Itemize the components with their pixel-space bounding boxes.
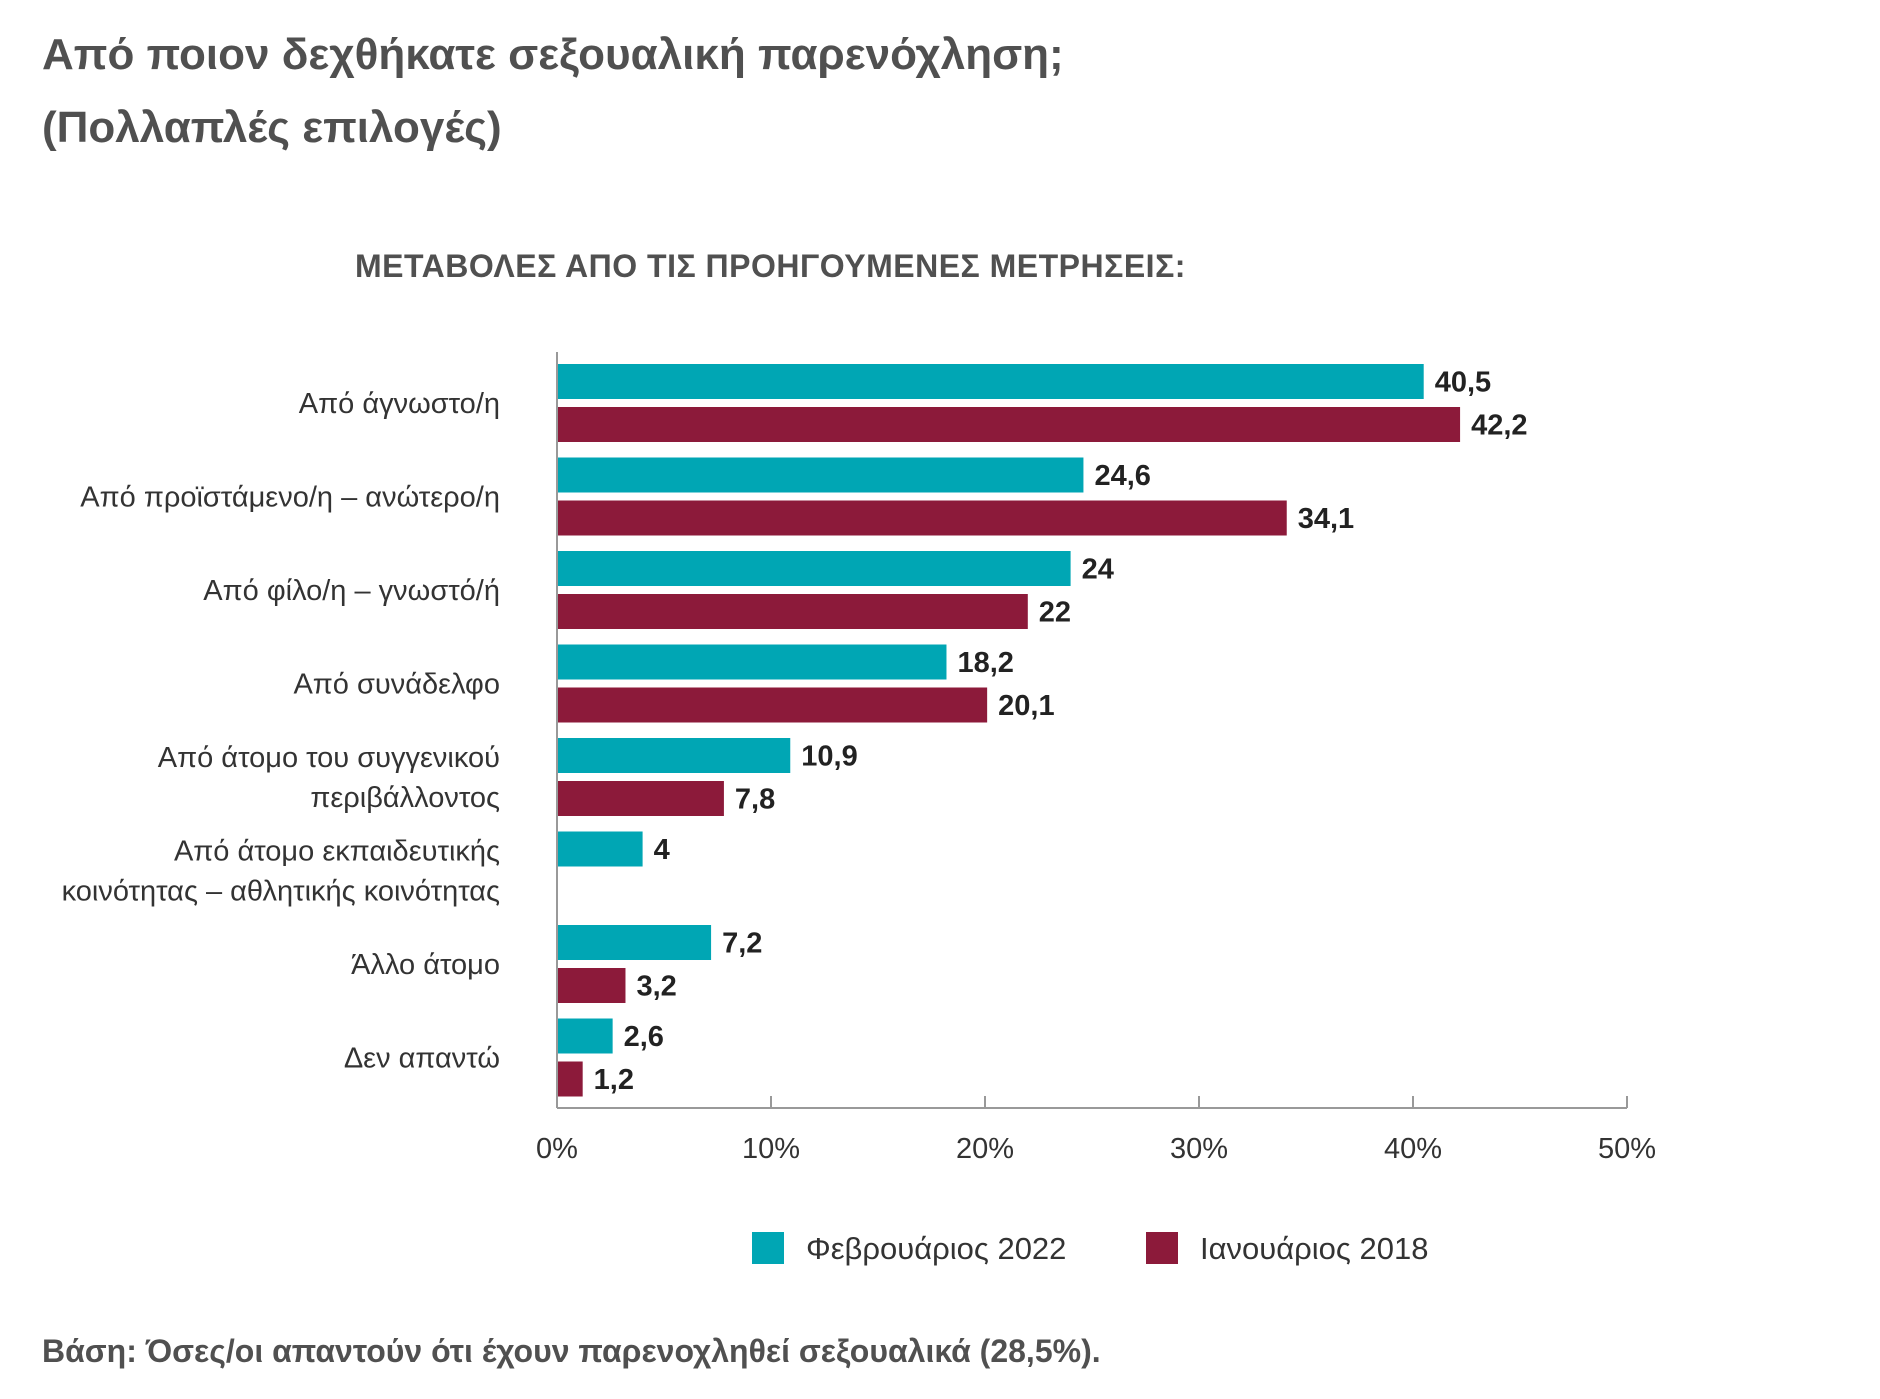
data-label-feb-2022-1: 24,6 xyxy=(1094,460,1150,492)
x-tick-label-2: 20% xyxy=(956,1133,1014,1165)
bar-feb-2022-5 xyxy=(558,831,643,867)
bar-jan-2018-1 xyxy=(558,500,1287,536)
category-label-2: Από φίλο/η – γνωστό/ή xyxy=(203,575,500,607)
legend: Φεβρουάριος 2022 Ιανουάριος 2018 xyxy=(752,1231,1428,1266)
category-label-3: Από συνάδελφο xyxy=(293,669,500,701)
chart-title-line1: Από ποιον δεχθήκατε σεξουαλική παρενόχλη… xyxy=(42,30,1064,79)
bar-feb-2022-2 xyxy=(558,551,1071,586)
category-label-0: Από άγνωστο/η xyxy=(299,388,500,420)
data-label-feb-2022-3: 18,2 xyxy=(957,647,1013,679)
data-label-feb-2022-0: 40,5 xyxy=(1435,367,1491,399)
bar-feb-2022-0 xyxy=(558,364,1424,399)
data-label-jan-2018-3: 20,1 xyxy=(998,690,1054,722)
bar-feb-2022-1 xyxy=(558,457,1084,493)
bar-jan-2018-4 xyxy=(558,781,724,816)
data-label-jan-2018-1: 34,1 xyxy=(1298,503,1354,535)
chart-title-line2: (Πολλαπλές επιλογές) xyxy=(42,103,502,152)
bar-feb-2022-3 xyxy=(558,644,947,680)
labels-layer: 40,5 42,2 Από άγνωστο/η 24,6 34,1 Από προϊστά… xyxy=(62,367,1528,1097)
data-label-jan-2018-4: 7,8 xyxy=(735,784,775,816)
data-label-jan-2018-7: 1,2 xyxy=(594,1064,634,1096)
x-tick-label-1: 10% xyxy=(742,1133,800,1165)
axis-layer: 0% 10% 20% 30% 40% 50% xyxy=(536,352,1656,1165)
bar-jan-2018-6 xyxy=(558,968,626,1003)
category-label-1: Από προϊστάμενο/η – ανώτερο/η xyxy=(80,482,500,514)
bars-layer xyxy=(558,364,1461,1097)
bar-feb-2022-7 xyxy=(558,1018,613,1054)
data-label-jan-2018-0: 42,2 xyxy=(1471,410,1527,442)
category-label-6: Άλλο άτομο xyxy=(351,949,500,981)
bar-jan-2018-0 xyxy=(558,407,1461,442)
legend-swatch-1 xyxy=(1146,1232,1178,1264)
chart-subtitle: ΜΕΤΑΒΟΛΕΣ ΑΠΟ ΤΙΣ ΠΡΟΗΓΟΥΜΕΝΕΣ ΜΕΤΡΗΣΕΙΣ… xyxy=(355,248,1186,284)
legend-swatch-0 xyxy=(752,1232,784,1264)
chart-footnote: Βάση: Όσες/οι απαντούν ότι έχουν παρενοχ… xyxy=(42,1333,1101,1369)
bar-jan-2018-3 xyxy=(558,687,988,723)
x-tick-label-0: 0% xyxy=(536,1133,578,1165)
data-label-feb-2022-7: 2,6 xyxy=(624,1021,664,1053)
legend-label-1: Ιανουάριος 2018 xyxy=(1200,1231,1428,1266)
bar-jan-2018-7 xyxy=(558,1061,583,1097)
category-label-7: Δεν απαντώ xyxy=(344,1043,500,1075)
x-tick-label-3: 30% xyxy=(1170,1133,1228,1165)
data-label-feb-2022-4: 10,9 xyxy=(801,741,857,773)
data-label-jan-2018-6: 3,2 xyxy=(636,971,676,1003)
data-label-feb-2022-5: 4 xyxy=(654,834,670,866)
bar-jan-2018-2 xyxy=(558,594,1028,629)
x-tick-label-4: 40% xyxy=(1384,1133,1442,1165)
category-label-4: Από άτομο του συγγενικού περιβάλλοντος xyxy=(158,742,500,814)
data-label-feb-2022-2: 24 xyxy=(1082,554,1114,586)
bar-feb-2022-6 xyxy=(558,925,712,960)
legend-label-0: Φεβρουάριος 2022 xyxy=(806,1231,1066,1266)
data-label-jan-2018-2: 22 xyxy=(1039,597,1071,629)
data-label-feb-2022-6: 7,2 xyxy=(722,928,762,960)
x-tick-label-5: 50% xyxy=(1598,1133,1656,1165)
bar-feb-2022-4 xyxy=(558,738,791,773)
category-label-5: Από άτομο εκπαιδευτικής κοινότητας – αθλη… xyxy=(62,836,500,908)
